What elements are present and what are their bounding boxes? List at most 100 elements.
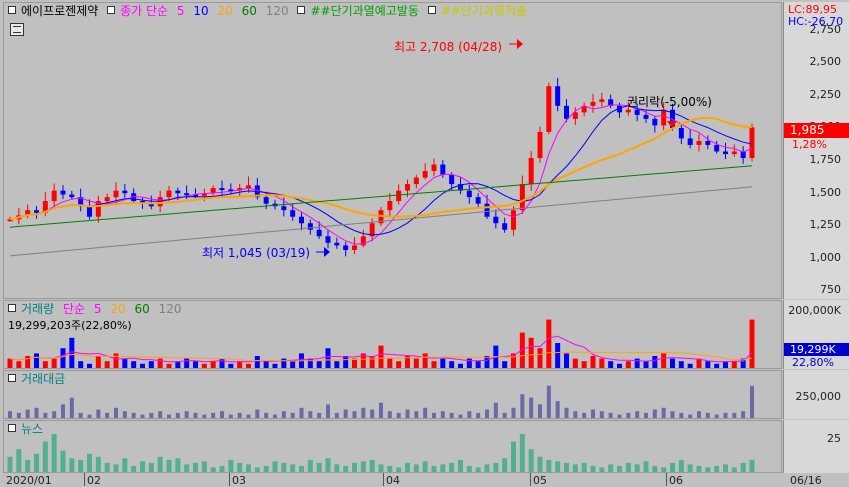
amount-bar (688, 414, 693, 418)
volume-bar (723, 361, 728, 368)
x-axis-separator (229, 473, 230, 486)
news-legend: 뉴스 (8, 422, 48, 436)
news-pane[interactable]: 뉴스 (3, 420, 782, 473)
volume-bar (502, 361, 508, 368)
candle (405, 184, 410, 191)
candle (528, 158, 534, 185)
volume-bar (290, 361, 296, 368)
news-bar (652, 465, 658, 472)
volume-bar (670, 358, 675, 368)
news-bar (307, 459, 313, 472)
candle (608, 99, 614, 106)
candle (166, 190, 172, 198)
amount-bar (732, 412, 737, 418)
price-pane[interactable]: 에이프로젠제약 종가 단순 5 10 20 60 120 ##단기과열예고발동 … (3, 2, 782, 299)
candle (113, 190, 119, 198)
volume-bar (387, 358, 393, 368)
volume-bar (440, 358, 446, 368)
volume-bar (678, 361, 684, 368)
news-bar (148, 462, 154, 472)
volume-bar (749, 319, 755, 368)
volume-bar (140, 363, 145, 368)
volume-bar (281, 358, 287, 368)
news-bar (670, 462, 675, 472)
amount-bar (529, 397, 534, 418)
news-bar (431, 465, 437, 472)
news-bar (599, 467, 605, 472)
amount-bar (114, 407, 118, 418)
news-bar (705, 467, 711, 472)
amount-bar (538, 404, 542, 418)
price-tick-label: 1,000 (809, 250, 842, 264)
news-bar (42, 441, 48, 472)
grid-toggle-icon[interactable] (10, 23, 24, 36)
amount-bar (255, 409, 260, 418)
volume-bar (175, 361, 181, 368)
news-bar (343, 465, 349, 472)
volume-bar (166, 363, 172, 368)
volume-bar (537, 348, 543, 368)
volume-bar (104, 361, 110, 368)
news-bar (334, 464, 340, 472)
volume-bar (484, 356, 490, 368)
amount-bar (414, 411, 419, 418)
volume-bar (705, 361, 711, 368)
amount-bar (228, 414, 233, 418)
amount-bar (608, 412, 613, 418)
candle (617, 105, 622, 113)
candle (246, 185, 251, 189)
volume-bar (25, 356, 31, 368)
amount-bar (467, 411, 472, 418)
candle (25, 210, 31, 216)
news-bar (723, 464, 728, 472)
price-tick-label: 1,250 (809, 218, 842, 232)
candle (219, 188, 225, 191)
amount-bar (343, 409, 348, 418)
volume-bar (740, 358, 746, 368)
volume-bar (201, 363, 207, 368)
amount-bar (370, 409, 375, 418)
news-bar (449, 462, 455, 472)
amount-bar (158, 411, 163, 418)
lc-value: LC:89,95 (788, 3, 838, 16)
legend-square-icon (8, 424, 16, 432)
ma60-line (9, 165, 753, 228)
volume-bar (228, 363, 234, 368)
news-tick: 25 (827, 432, 841, 445)
signal-legend-1: ##단기과열예고발동 (310, 4, 419, 18)
news-bar (458, 459, 463, 472)
volume-bar (184, 358, 190, 368)
hc-value: HC:-26,70 (788, 15, 844, 28)
volume-bar (325, 348, 331, 368)
amount-bar (387, 411, 392, 418)
news-bar (546, 459, 552, 472)
volume-bar (475, 361, 481, 368)
ma10-label: 10 (193, 4, 209, 18)
volume-plot (7, 319, 755, 368)
volume-axis: 200,000K 19,299K 22,80% (783, 300, 849, 369)
news-bar (714, 465, 720, 472)
amount-bar (211, 412, 216, 418)
news-bar (157, 456, 163, 472)
news-bar (731, 467, 737, 472)
news-bar (528, 449, 534, 472)
amount-bar (564, 407, 569, 418)
news-bar (316, 462, 322, 472)
volume-pane[interactable]: 거래량 단순 5 20 60 120 19,299,203주(22,80%) (3, 300, 782, 369)
amount-pane[interactable]: 거래대금 (3, 370, 782, 419)
amount-bar (264, 412, 269, 418)
volume-bar (34, 353, 39, 368)
volume-bar (78, 361, 84, 368)
amount-bar (334, 412, 339, 418)
volume-bar (157, 358, 163, 368)
news-bar (466, 465, 472, 472)
high-arrow-icon (517, 39, 523, 49)
news-bar (590, 465, 596, 472)
volume-bar (405, 356, 410, 368)
volume-ma120: 120 (158, 302, 182, 316)
volume-bar (87, 363, 92, 368)
amount-bar (626, 412, 631, 418)
candle (7, 219, 13, 222)
amount-bar (652, 409, 657, 418)
news-bar (687, 464, 693, 472)
